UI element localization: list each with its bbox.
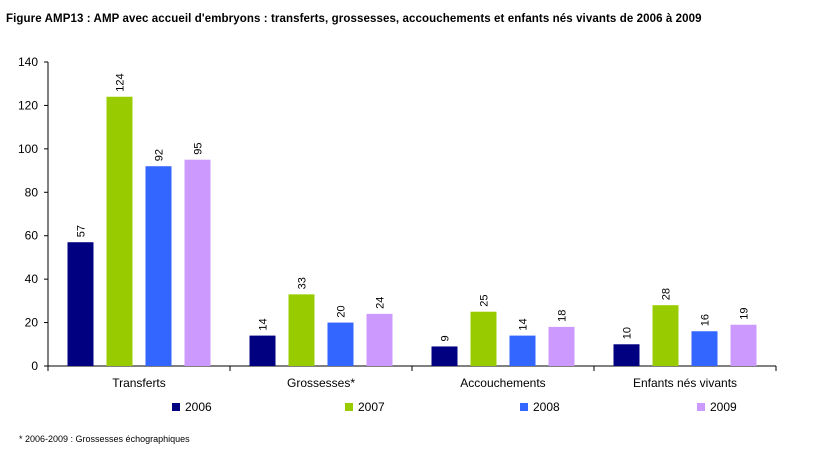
data-label: 16	[700, 314, 712, 326]
bar-2007	[106, 96, 133, 366]
data-label: 95	[193, 142, 205, 154]
data-label: 14	[518, 318, 530, 330]
data-label: 9	[440, 335, 452, 341]
x-category-label: Accouchements	[460, 376, 545, 390]
chart-axes: 0 20 40 60 80 100 120 140 Transferts Grossesses* A…	[18, 55, 777, 390]
data-label: 18	[557, 310, 569, 322]
y-tick-label: 80	[25, 185, 39, 199]
bar-2006	[249, 335, 276, 366]
bar-2006	[613, 344, 640, 366]
data-label: 57	[76, 225, 88, 237]
bar-2006	[431, 346, 458, 366]
bar-2009	[184, 159, 211, 366]
bar-2008	[509, 335, 536, 366]
data-label: 24	[375, 297, 387, 309]
footnote: * 2006-2009 : Grossesses échographiques	[19, 434, 190, 444]
data-label: 10	[622, 327, 634, 339]
legend-label: 2007	[358, 400, 385, 414]
bar-2007	[288, 294, 315, 366]
data-label: 28	[661, 288, 673, 300]
data-label: 124	[115, 73, 127, 91]
data-label: 92	[154, 149, 166, 161]
x-category-label: Enfants nés vivants	[633, 376, 737, 390]
chart-legend: 2006 2007 2008 2009	[172, 400, 737, 414]
x-category-label: Grossesses*	[287, 376, 355, 390]
y-tick-label: 20	[25, 316, 39, 330]
legend-swatch-2008	[520, 403, 528, 411]
y-tick-label: 0	[31, 359, 38, 373]
data-label: 25	[479, 294, 491, 306]
bar-2007	[470, 311, 497, 366]
bar-2006	[67, 242, 94, 366]
legend-label: 2009	[710, 400, 737, 414]
bar-2009	[548, 326, 575, 366]
y-tick-label: 40	[25, 272, 39, 286]
data-label: 19	[739, 307, 751, 319]
chart-bars	[67, 96, 757, 366]
bar-2009	[366, 313, 393, 366]
legend-label: 2008	[533, 400, 560, 414]
chart-title: Figure AMP13 : AMP avec accueil d'embryo…	[6, 13, 702, 25]
legend-swatch-2009	[697, 403, 705, 411]
bar-2008	[327, 322, 354, 366]
legend-label: 2006	[185, 400, 212, 414]
data-label: 33	[297, 277, 309, 289]
y-tick-label: 120	[18, 98, 38, 112]
legend-swatch-2007	[345, 403, 353, 411]
bar-2008	[691, 331, 718, 366]
y-tick-label: 60	[25, 229, 39, 243]
legend-swatch-2006	[172, 403, 180, 411]
bar-2007	[652, 305, 679, 366]
data-label: 14	[258, 318, 270, 330]
x-category-label: Transferts	[112, 376, 166, 390]
bar-2009	[730, 324, 757, 366]
y-tick-label: 140	[18, 55, 38, 69]
bar-2008	[145, 166, 172, 366]
data-label: 20	[336, 305, 348, 317]
chart-data-labels: 57 124 92 95 14 33 20 24 9 25 14 18 10 28 16 19	[76, 73, 751, 341]
y-tick-label: 100	[18, 142, 38, 156]
